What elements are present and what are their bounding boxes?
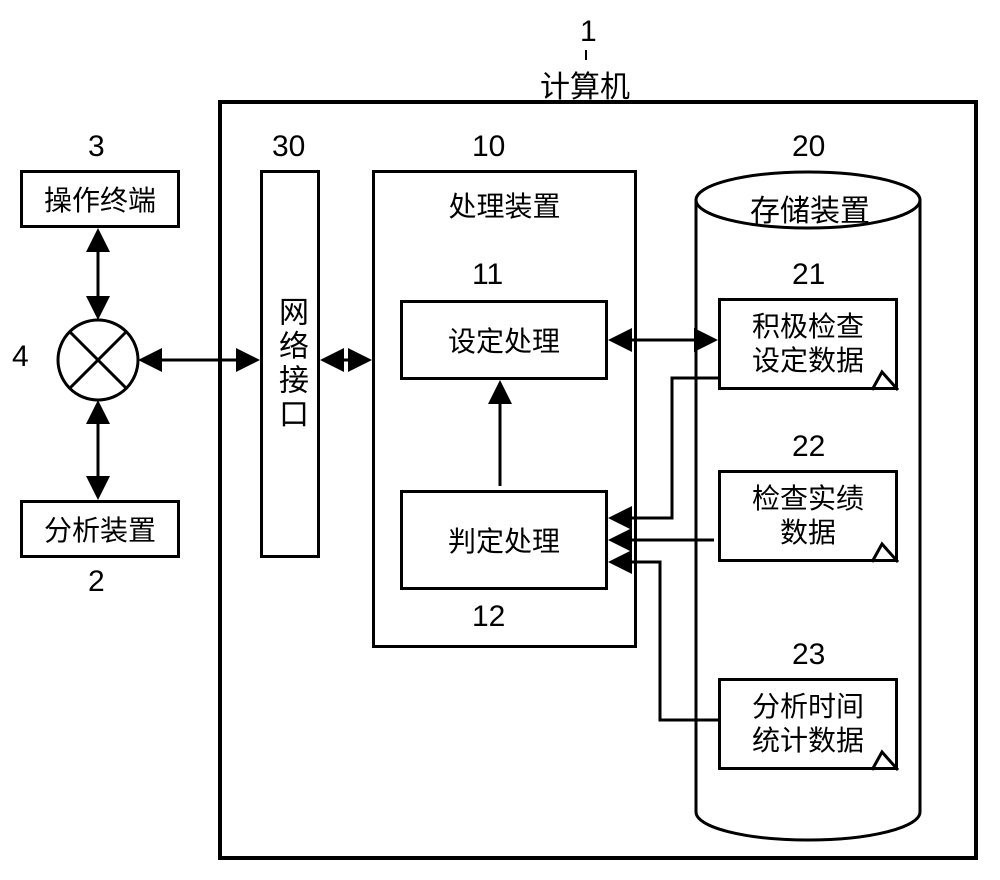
judge-proc-box: 判定处理: [400, 490, 608, 590]
setting-proc-box: 设定处理: [400, 300, 608, 380]
data22-line1: 检查实绩: [752, 482, 864, 516]
analysis-device-box: 分析装置: [20, 500, 180, 558]
judge-proc-label: 判定处理: [448, 520, 560, 560]
data21-line1: 积极检查: [752, 310, 864, 344]
data22-line2: 数据: [780, 516, 836, 550]
data21-box: 积极检查 设定数据: [718, 298, 898, 390]
proc-device-label: 处理装置: [448, 185, 560, 225]
data21-line2: 设定数据: [752, 344, 864, 378]
ref-num-4: 4: [12, 340, 29, 374]
net-if-label: 网络接口: [268, 296, 312, 432]
setting-proc-label: 设定处理: [448, 320, 560, 360]
data23-line2: 统计数据: [752, 724, 864, 758]
data22-box: 检查实绩 数据: [718, 470, 898, 562]
ref-num-2: 2: [88, 565, 105, 599]
net-if-box: 网络接口: [260, 170, 320, 558]
storage-device-label: 存储装置: [750, 186, 870, 230]
op-terminal-label: 操作终端: [44, 179, 156, 219]
analysis-device-label: 分析装置: [44, 509, 156, 549]
data23-box: 分析时间 统计数据: [718, 678, 898, 770]
ref-num-1: 1: [580, 15, 597, 49]
ref-num-3: 3: [88, 130, 105, 164]
network-node-icon: [58, 320, 138, 400]
op-terminal-box: 操作终端: [20, 170, 180, 228]
data23-line1: 分析时间: [752, 690, 864, 724]
